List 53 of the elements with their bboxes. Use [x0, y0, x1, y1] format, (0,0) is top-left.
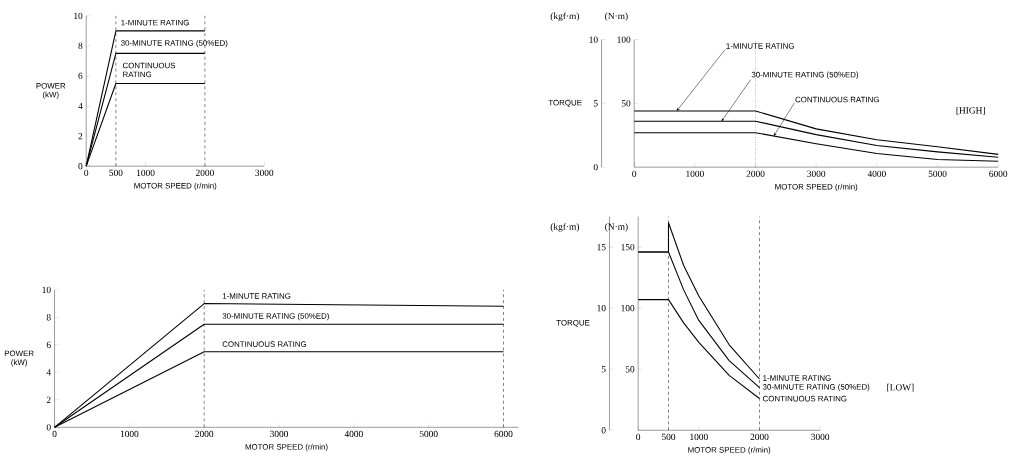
y-tick-label: 6: [78, 72, 83, 80]
y-tick-label: 0: [78, 163, 83, 170]
y-tick-label: 2: [78, 133, 83, 140]
y2-tick-label: 150: [621, 244, 635, 251]
x-tick-label: 0: [84, 169, 89, 177]
y-tick-label: 8: [78, 42, 83, 50]
y2-tick-label: 100: [617, 36, 631, 43]
x-tick-label: 3000: [270, 430, 289, 438]
y-tick-label: 5: [593, 100, 598, 107]
x-tick-label: 4000: [344, 430, 363, 438]
x-tick-label: 0: [636, 433, 641, 441]
text: (N·m): [605, 12, 628, 22]
y-tick-label: 0: [46, 424, 51, 431]
y-tick-label: 2: [46, 396, 51, 403]
x-tick-label: 5000: [419, 430, 438, 438]
y2-tick-label: 50: [621, 100, 631, 107]
x-tick-label: 4000: [867, 170, 886, 178]
x-tick-label: 0: [52, 430, 57, 438]
annotation: [HIGH]: [956, 106, 985, 115]
text: [LOW]: [887, 383, 914, 392]
x-tick-label: 5000: [928, 170, 947, 178]
y-tick-label: 8: [46, 314, 51, 321]
x-tick-label: 6000: [989, 170, 1008, 178]
y-tick-label: 4: [78, 103, 83, 110]
x-tick-label: 500: [662, 433, 676, 441]
x-tick-label: 6000: [494, 430, 513, 438]
x-tick-label: 500: [109, 169, 123, 177]
y-tick-label: 15: [597, 244, 606, 251]
y-tick-label: 10: [597, 305, 606, 312]
x-tick-label: 3000: [255, 169, 274, 177]
x-tick-label: 1000: [137, 169, 155, 177]
y-tick-label: 0: [593, 164, 598, 171]
y-tick-label: 5: [601, 366, 606, 373]
x-tick-label: 2000: [750, 433, 769, 441]
y2-tick-label: 100: [621, 305, 635, 312]
x-tick-label: 2000: [195, 430, 214, 438]
y-tick-label: 4: [46, 369, 51, 376]
y-tick-label: 10: [74, 12, 83, 20]
text: (N·m): [605, 223, 628, 232]
y-tick-label: 10: [42, 286, 51, 294]
x-tick-label: 1000: [120, 430, 139, 438]
y-tick-label: 6: [46, 341, 51, 349]
x-tick-label: 1000: [686, 170, 704, 178]
x-tick-label: 2000: [746, 170, 765, 178]
x-tick-label: 3000: [807, 170, 826, 178]
x-tick-label: 1000: [690, 433, 708, 441]
x-tick-label: 3000: [811, 433, 830, 441]
y2-tick-label: 50: [625, 366, 635, 373]
x-tick-label: 0: [632, 170, 637, 178]
text: (kgf·m): [550, 12, 580, 22]
text: (kgf·m): [550, 223, 580, 232]
y-tick-label: 10: [589, 36, 598, 43]
x-tick-label: 2000: [195, 169, 214, 177]
